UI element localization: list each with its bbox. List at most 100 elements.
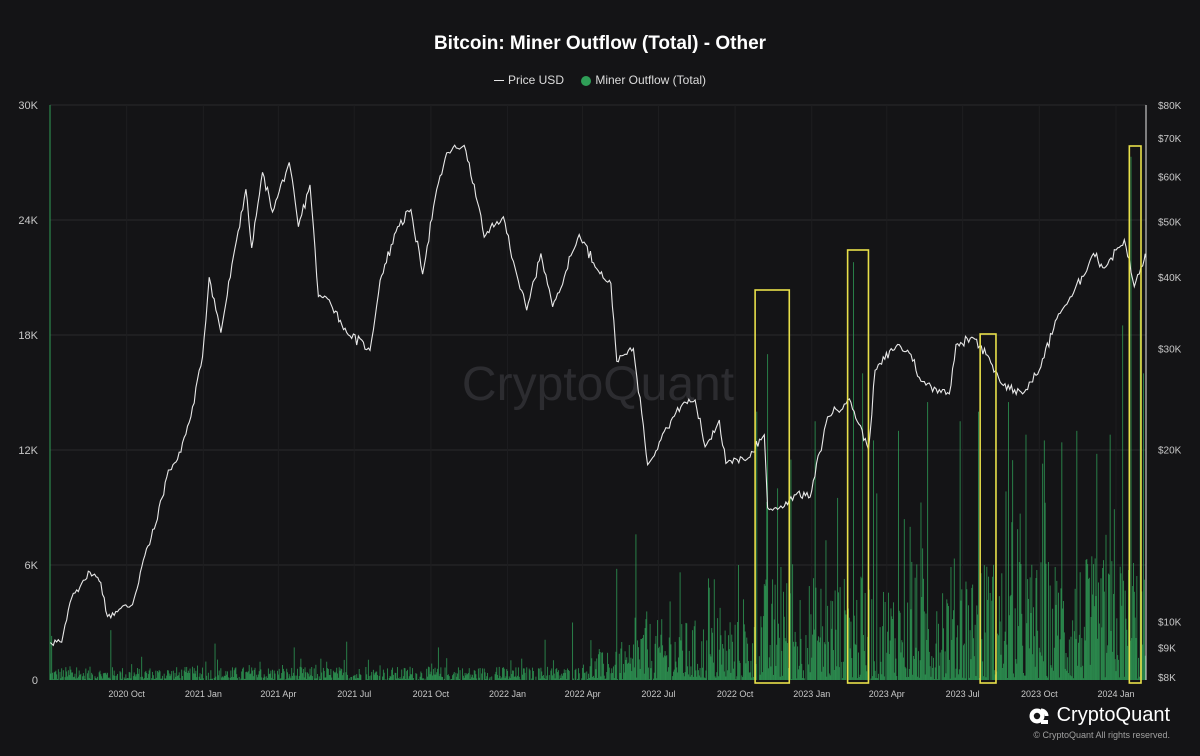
- outflow-bar: [1063, 601, 1064, 680]
- outflow-bar: [732, 641, 734, 680]
- outflow-bar: [605, 678, 607, 680]
- outflow-bar: [529, 670, 531, 680]
- outflow-bar: [451, 679, 453, 680]
- outflow-bar: [250, 673, 252, 680]
- outflow-bar: [873, 440, 874, 680]
- outflow-bar: [856, 599, 858, 680]
- outflow-bar: [925, 613, 927, 680]
- outflow-bar: [931, 656, 933, 680]
- outflow-bar: [696, 676, 698, 680]
- outflow-bar: [352, 675, 354, 680]
- outflow-bar: [521, 658, 523, 680]
- outflow-bar: [975, 676, 977, 680]
- outflow-bar: [594, 661, 596, 680]
- outflow-bar: [187, 672, 188, 680]
- outflow-bar: [215, 676, 217, 680]
- outflow-bar: [829, 675, 831, 680]
- outflow-bar: [765, 579, 767, 680]
- outflow-bar: [1004, 631, 1006, 680]
- outflow-bar: [682, 650, 684, 680]
- outflow-bar: [404, 668, 406, 680]
- outflow-bar: [221, 677, 223, 680]
- outflow-bar: [162, 675, 163, 680]
- outflow-bar: [378, 675, 380, 680]
- outflow-bar: [1092, 594, 1094, 680]
- outflow-bar: [808, 586, 810, 680]
- outflow-bar: [538, 668, 540, 680]
- outflow-bar: [1042, 463, 1044, 680]
- outflow-bar: [472, 677, 474, 680]
- outflow-bar: [135, 676, 137, 680]
- outflow-bar: [589, 666, 591, 680]
- outflow-bar: [264, 676, 266, 680]
- outflow-bar: [468, 668, 470, 680]
- outflow-bar: [442, 676, 444, 680]
- outflow-bar: [236, 674, 238, 680]
- outflow-bar: [1100, 578, 1102, 680]
- outflow-bar: [572, 678, 574, 680]
- outflow-bar: [557, 670, 559, 680]
- outflow-bar: [209, 678, 211, 680]
- outflow-bar: [192, 666, 193, 680]
- outflow-bar: [192, 673, 194, 680]
- outflow-bar: [234, 668, 236, 680]
- outflow-bar: [207, 672, 209, 680]
- outflow-bar: [762, 672, 764, 680]
- legend-item-price[interactable]: Price USD: [493, 73, 564, 87]
- outflow-bar: [502, 667, 504, 680]
- outflow-bar: [860, 576, 862, 680]
- outflow-bar: [647, 649, 649, 680]
- outflow-bar: [1058, 592, 1059, 680]
- outflow-bar: [807, 664, 809, 680]
- outflow-bar: [146, 672, 148, 680]
- outflow-bar: [756, 411, 758, 680]
- outflow-bar: [612, 666, 614, 680]
- outflow-bar: [650, 668, 652, 680]
- outflow-bar: [528, 668, 530, 680]
- outflow-bar: [992, 576, 994, 680]
- outflow-bar: [1016, 663, 1018, 680]
- outflow-bar: [177, 675, 179, 680]
- outflow-bar: [743, 624, 745, 680]
- outflow-bar: [713, 579, 715, 680]
- outflow-bar: [1084, 640, 1086, 680]
- outflow-bar: [586, 671, 588, 680]
- outflow-bar: [223, 675, 225, 680]
- outflow-bar: [171, 671, 173, 680]
- outflow-bar: [773, 619, 775, 680]
- outflow-bar: [358, 668, 360, 680]
- outflow-bar: [761, 627, 763, 680]
- outflow-bar: [267, 668, 269, 680]
- outflow-bar: [197, 665, 198, 680]
- outflow-bar: [747, 643, 749, 680]
- outflow-bar: [1077, 665, 1079, 680]
- outflow-bar: [455, 672, 457, 680]
- outflow-bar: [672, 676, 674, 680]
- outflow-bar: [71, 672, 73, 680]
- outflow-bar: [948, 606, 949, 680]
- outflow-bar: [1066, 670, 1068, 680]
- outflow-bar: [783, 616, 785, 680]
- outflow-bar: [858, 677, 860, 680]
- outflow-bar: [608, 667, 610, 680]
- outflow-bar: [230, 670, 232, 680]
- outflow-bar: [67, 676, 68, 680]
- outflow-bar: [1003, 640, 1005, 680]
- legend-item-outflow[interactable]: Miner Outflow (Total): [581, 73, 706, 87]
- outflow-bar: [725, 676, 727, 680]
- outflow-bar: [939, 652, 941, 680]
- outflow-bar: [448, 676, 450, 680]
- outflow-bar: [1014, 608, 1016, 680]
- outflow-bar: [185, 672, 187, 680]
- outflow-bar: [936, 611, 938, 680]
- outflow-bar: [823, 666, 824, 680]
- outflow-bar: [457, 673, 459, 680]
- outflow-bar: [324, 677, 326, 680]
- outflow-bar: [315, 664, 317, 680]
- outflow-bar: [318, 676, 320, 680]
- outflow-bar: [1094, 558, 1096, 680]
- outflow-bar: [279, 678, 281, 680]
- outflow-bar: [1024, 675, 1026, 680]
- outflow-bar: [983, 676, 984, 680]
- outflow-bar: [76, 667, 78, 680]
